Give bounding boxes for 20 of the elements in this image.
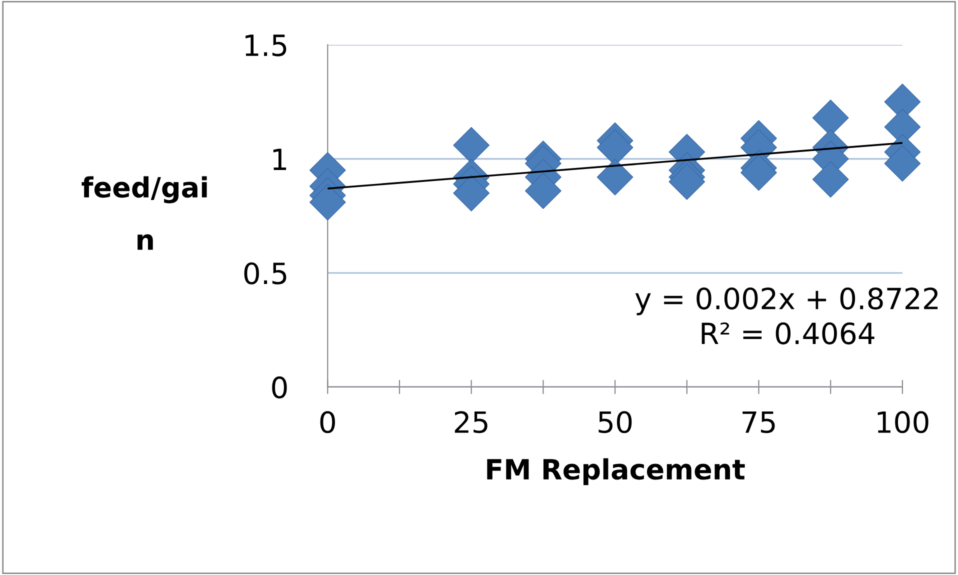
x-axis-title: FM Replacement — [487, 458, 745, 486]
point — [884, 145, 921, 182]
point — [668, 164, 706, 200]
x-tick-label: 25 — [454, 411, 488, 434]
point — [309, 184, 346, 220]
x-tick-label: 0 — [320, 411, 335, 434]
x-tick-label: 100 — [878, 411, 928, 434]
y-axis-title: feed/gai n — [82, 176, 207, 250]
y-tick-label: 1 — [273, 148, 286, 170]
y-tick-label: 0 — [272, 376, 287, 398]
point — [812, 161, 849, 198]
point — [524, 172, 562, 210]
y-tick-label: 1.5 — [246, 34, 286, 56]
point — [453, 127, 490, 164]
point — [596, 158, 634, 196]
y-tick-label: 0.5 — [244, 262, 286, 284]
x-tick-label: 75 — [742, 411, 775, 434]
point — [453, 174, 490, 212]
annotation: y = 0.002x + 0.8722 R² = 0.4064 — [635, 288, 938, 344]
x-tick-label: 50 — [598, 411, 632, 434]
